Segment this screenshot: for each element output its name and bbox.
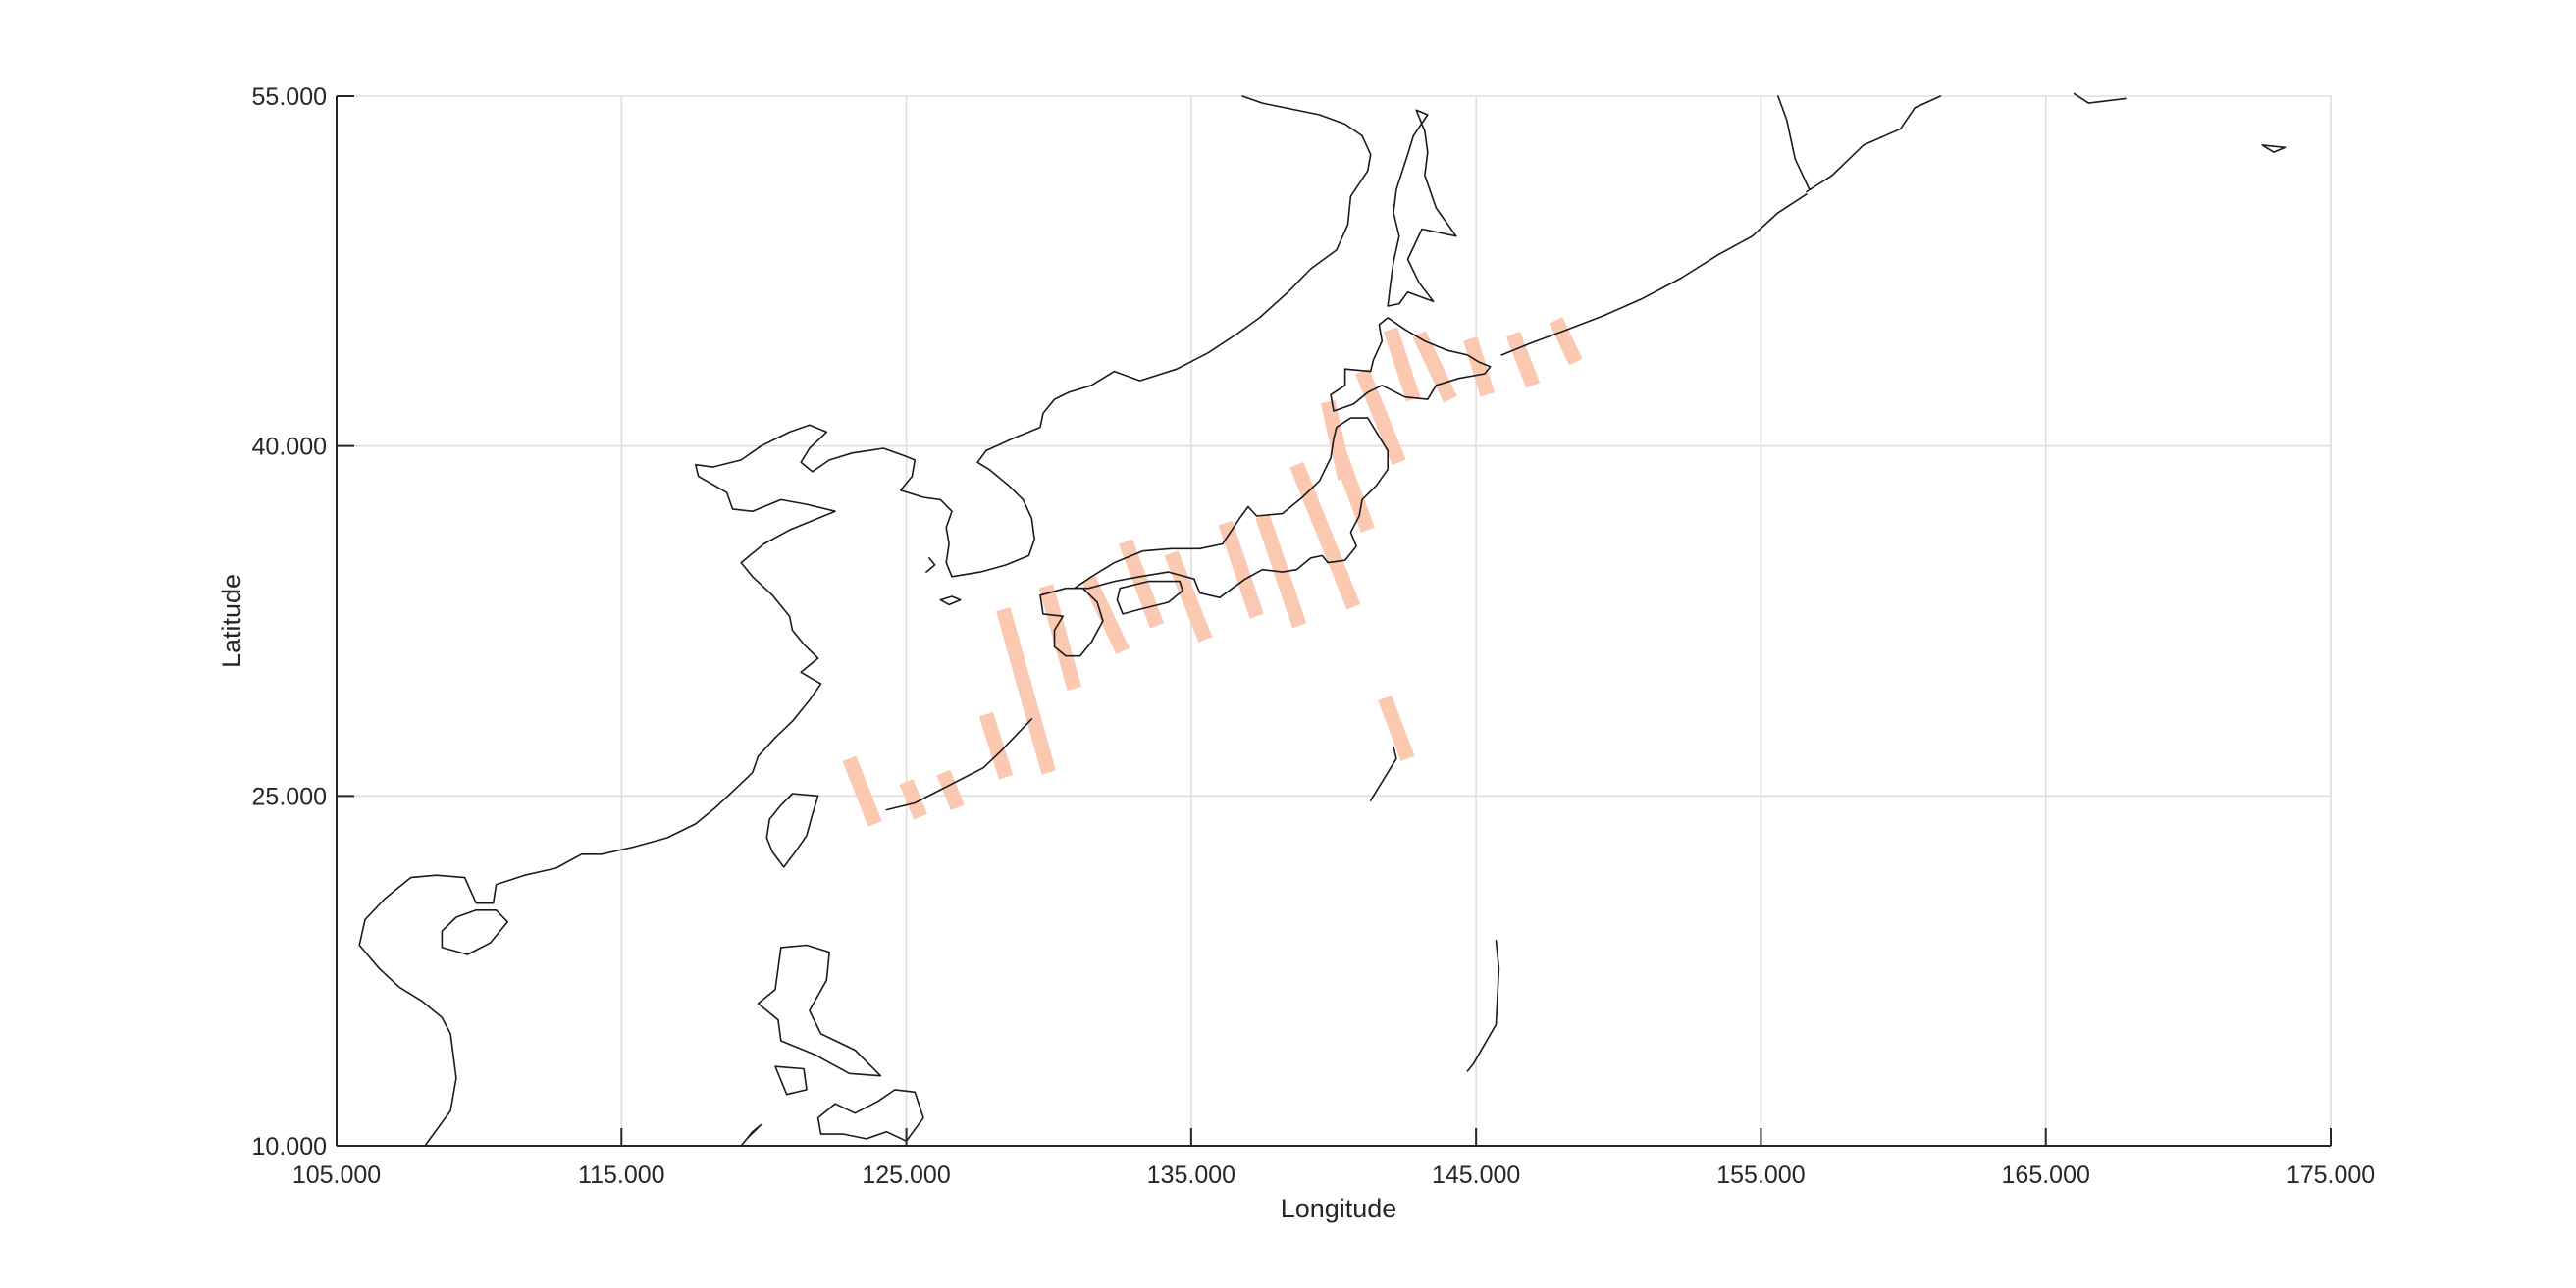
swath-20	[1505, 331, 1541, 388]
x-tick-label-6: 165.000	[2002, 1161, 2090, 1189]
swath-4	[978, 711, 1014, 780]
coastline-korea-western-islands	[925, 557, 936, 573]
swath-14	[1332, 450, 1375, 533]
coastline-asia-mainland	[358, 95, 1372, 1147]
coastline-hokkaido	[1330, 317, 1492, 412]
tick-labels: 105.000 115.000 125.000 135.000 145.000 155.0…	[252, 83, 2376, 1189]
coastline-sakhalin	[1387, 109, 1457, 307]
coastline-aleutian-commander	[2073, 92, 2127, 104]
swath-16	[1378, 695, 1415, 761]
coastline-shikoku	[1116, 580, 1183, 615]
swath-5	[996, 607, 1056, 775]
coastline-kamchatka	[1806, 95, 1942, 193]
y-tick-label-0: 10.000	[252, 1133, 327, 1160]
swath-17	[1383, 327, 1421, 402]
swath-10	[1218, 520, 1264, 619]
y-tick-label-3: 55.000	[252, 83, 327, 111]
x-tick-label-5: 155.000	[1716, 1161, 1805, 1189]
coastline-ryukyu-islands	[885, 718, 1033, 811]
swath-15	[1355, 368, 1406, 466]
y-tick-label-2: 40.000	[252, 434, 327, 461]
swath-19	[1463, 336, 1495, 397]
x-tick-label-0: 105.000	[292, 1161, 381, 1189]
coastline-aleutian-attu	[2261, 144, 2287, 153]
swath-3	[936, 769, 965, 811]
swath-7	[1081, 575, 1130, 655]
coastline-mindoro	[774, 1065, 808, 1096]
coastline-honshu	[1074, 417, 1389, 598]
x-tick-label-1: 115.000	[578, 1161, 665, 1189]
axes	[336, 95, 2332, 1147]
coastline-taiwan	[765, 793, 819, 868]
coastline-bonin-islands	[1369, 746, 1397, 801]
x-tick-label-2: 125.000	[862, 1161, 950, 1189]
coastline-jeju	[939, 595, 962, 606]
x-tick-label-3: 135.000	[1147, 1161, 1235, 1189]
coastlines	[358, 92, 2287, 1147]
swath-12	[1289, 461, 1361, 610]
y-axis-title: Latitude	[217, 574, 246, 668]
x-tick-label-4: 145.000	[1432, 1161, 1520, 1189]
coastline-luzon	[757, 944, 882, 1077]
coastline-palawan	[740, 1123, 762, 1147]
swath-18	[1412, 331, 1457, 403]
coastline-mariana-islands	[1466, 940, 1500, 1072]
coastline-kuril-islands	[1500, 193, 1808, 356]
swath-6	[1038, 584, 1082, 691]
satellite-swaths	[842, 317, 1583, 827]
coastline-hainan	[441, 909, 508, 955]
swath-1	[842, 755, 882, 827]
swath-2	[899, 779, 928, 820]
swath-11	[1255, 513, 1307, 629]
swath-21	[1549, 317, 1583, 366]
coastline-kamchatka-west	[1777, 95, 1811, 190]
x-tick-label-7: 175.000	[2287, 1161, 2375, 1189]
y-tick-label-1: 25.000	[252, 783, 327, 810]
x-axis-title: Longitude	[1281, 1194, 1397, 1223]
swath-9	[1164, 550, 1213, 643]
